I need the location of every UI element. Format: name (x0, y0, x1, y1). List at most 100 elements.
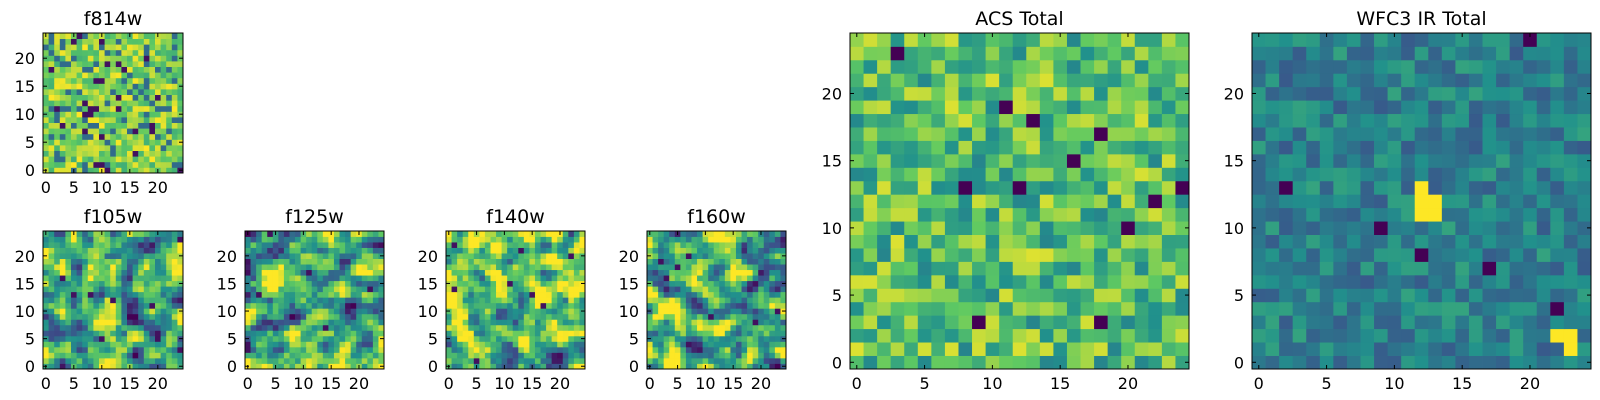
heatmap-cell (985, 355, 1000, 370)
heatmap-cell (562, 253, 569, 259)
heatmap-cell (311, 280, 318, 287)
heatmap-cell (780, 297, 787, 304)
heatmap-cell (1360, 288, 1375, 303)
heatmap-cell (295, 297, 301, 304)
heatmap-cell (1496, 59, 1511, 74)
y-tick-label: 20 (822, 84, 842, 103)
heatmap-cell (54, 324, 61, 331)
x-tick-label: 5 (919, 374, 929, 393)
heatmap-cell (669, 286, 676, 293)
heatmap-cell (121, 313, 128, 320)
heatmap-cell (378, 258, 385, 265)
heatmap-cell (166, 352, 173, 359)
heatmap-cell (568, 286, 575, 293)
heatmap-cell (93, 242, 100, 248)
heatmap-cell (540, 330, 547, 337)
heatmap-cell (71, 139, 77, 146)
heatmap-cell (551, 319, 558, 326)
heatmap-cell (1496, 140, 1511, 155)
heatmap-cell (1319, 355, 1334, 370)
heatmap-cell (1455, 113, 1470, 128)
heatmap-cell (104, 117, 111, 123)
heatmap-cell (65, 83, 72, 90)
heatmap-cell (697, 264, 703, 271)
heatmap-cell (110, 297, 117, 304)
heatmap-cell (99, 335, 105, 342)
heatmap-cell (333, 236, 340, 243)
heatmap-cell (1094, 221, 1109, 235)
heatmap-cell (1536, 73, 1551, 88)
heatmap-cell (149, 150, 156, 157)
heatmap-cell (356, 313, 363, 320)
heatmap-cell (283, 297, 290, 304)
heatmap-cell (719, 258, 726, 265)
heatmap-cell (763, 242, 770, 248)
heatmap-cell (267, 258, 274, 265)
heatmap-cell (317, 236, 324, 243)
heatmap-cell (328, 242, 335, 248)
heatmap-cell (166, 324, 173, 331)
heatmap-cell (484, 264, 491, 271)
heatmap-cell (1265, 127, 1280, 141)
heatmap-cell (300, 286, 307, 293)
heatmap-cell (295, 346, 301, 353)
heatmap-cell (127, 83, 133, 90)
heatmap-cell (1333, 33, 1348, 47)
heatmap-cell (104, 280, 111, 287)
heatmap-cell (557, 286, 564, 293)
heatmap-cell (972, 194, 986, 209)
heatmap-cell (1536, 342, 1551, 356)
heatmap-cell (48, 77, 55, 84)
heatmap-cell (166, 139, 173, 146)
heatmap-cell (780, 258, 787, 265)
heatmap-cell (115, 269, 122, 276)
heatmap-cell (54, 286, 61, 293)
heatmap-cell (719, 302, 726, 309)
heatmap-cell (54, 49, 61, 56)
heatmap-cell (1550, 113, 1565, 128)
heatmap-cell (747, 308, 754, 315)
heatmap-cell (529, 324, 536, 331)
heatmap-cell (985, 127, 1000, 141)
heatmap-cell (917, 328, 932, 343)
heatmap-cell (674, 341, 681, 348)
heatmap-cell (333, 291, 340, 298)
heatmap-cell (71, 324, 77, 331)
heatmap-cell (93, 55, 100, 62)
heatmap-cell (339, 346, 346, 353)
heatmap-cell (958, 59, 973, 74)
heatmap-cell (65, 111, 72, 118)
heatmap-cell (1360, 127, 1375, 141)
heatmap-cell (333, 286, 340, 293)
heatmap-cell (904, 328, 919, 343)
heatmap-cell (972, 73, 986, 88)
heatmap-cell (529, 341, 536, 348)
heatmap-cell (121, 156, 128, 163)
heatmap-cell (691, 231, 698, 237)
heatmap-cell (1026, 46, 1041, 61)
heatmap-cell (339, 236, 346, 243)
heatmap-cell (551, 308, 558, 315)
heatmap-cell (1496, 113, 1511, 128)
heatmap-cell (579, 341, 586, 348)
heatmap-cell (149, 242, 156, 248)
heatmap-cell (579, 231, 586, 237)
heatmap-cell (702, 297, 709, 304)
heatmap-cell (1333, 207, 1348, 222)
heatmap-cell (71, 264, 77, 271)
heatmap-cell (345, 335, 352, 342)
heatmap-cell (1066, 100, 1081, 115)
heatmap-cell (93, 258, 100, 265)
heatmap-cell (65, 275, 72, 282)
heatmap-cell (127, 308, 133, 315)
heatmap-cell (115, 324, 122, 331)
heatmap-cell (110, 133, 117, 140)
heatmap-cells (43, 33, 184, 174)
heatmap-cell (1550, 46, 1565, 61)
heatmap-cell (155, 280, 161, 287)
x-tick-label: 20 (1520, 374, 1540, 393)
heatmap-cell (333, 330, 340, 337)
heatmap-cell (177, 122, 184, 129)
heatmap-cell (372, 264, 379, 271)
heatmap-cell (138, 145, 145, 151)
